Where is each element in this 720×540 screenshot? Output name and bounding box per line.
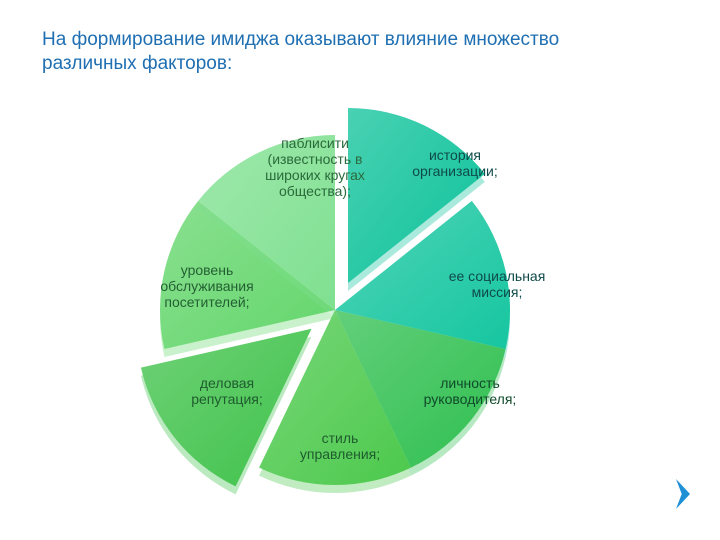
next-chevron-icon[interactable]	[674, 477, 696, 516]
slice-label: уровень обслуживания посетителей;	[142, 262, 272, 310]
slice-label: личность руководителя;	[400, 375, 540, 407]
slice-label: деловая репутация;	[172, 375, 282, 407]
slice-label: история организации;	[395, 147, 515, 179]
slice-label: паблисити (известность в широких кругах …	[240, 135, 390, 199]
slice-label: стиль управления;	[280, 430, 400, 462]
slice-label: ее социальная миссия;	[432, 268, 562, 300]
